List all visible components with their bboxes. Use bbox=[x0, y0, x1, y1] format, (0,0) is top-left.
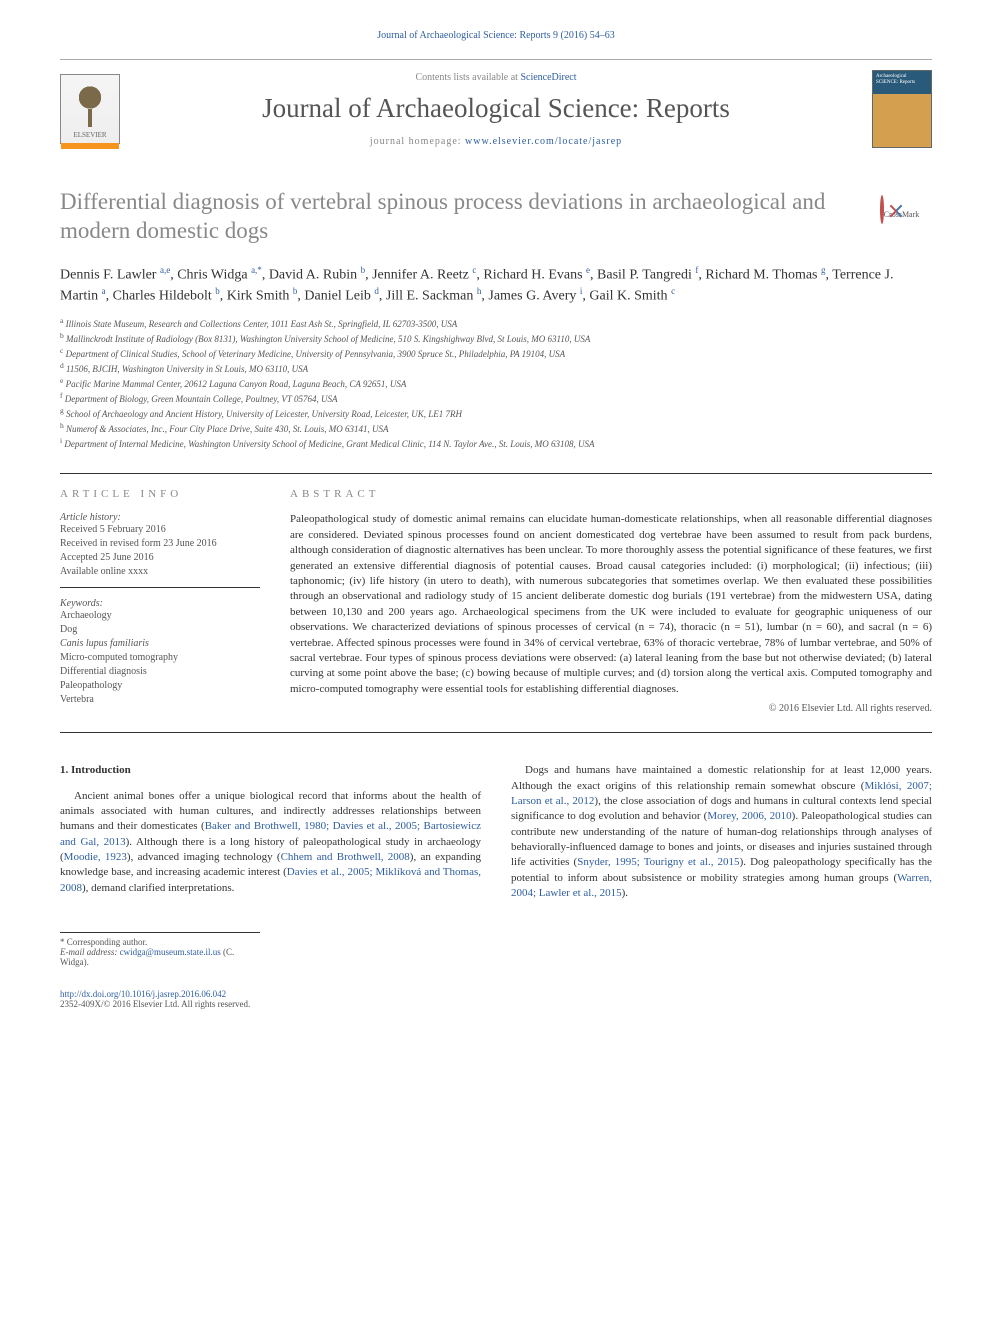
corresponding-footnote: * Corresponding author. E-mail address: … bbox=[60, 932, 260, 967]
sciencedirect-line: Contents lists available at ScienceDirec… bbox=[120, 72, 872, 83]
homepage-link[interactable]: www.elsevier.com/locate/jasrep bbox=[465, 136, 622, 147]
affiliation-item: a Illinois State Museum, Research and Co… bbox=[60, 316, 932, 331]
history-label: Article history: bbox=[60, 512, 260, 523]
keyword-item: Canis lupus familiaris bbox=[60, 637, 260, 651]
history-item: Accepted 25 June 2016 bbox=[60, 551, 260, 565]
intro-para-1: Ancient animal bones offer a unique biol… bbox=[60, 789, 481, 897]
keyword-item: Archaeology bbox=[60, 609, 260, 623]
affiliation-item: e Pacific Marine Mammal Center, 20612 La… bbox=[60, 376, 932, 391]
author-list: Dennis F. Lawler a,e, Chris Widga a,*, D… bbox=[60, 264, 932, 307]
elsevier-logo: ELSEVIER bbox=[60, 74, 120, 144]
doi-link[interactable]: http://dx.doi.org/10.1016/j.jasrep.2016.… bbox=[60, 989, 226, 999]
keyword-item: Vertebra bbox=[60, 693, 260, 707]
abstract-heading: ABSTRACT bbox=[290, 488, 932, 500]
citation-link[interactable]: Snyder, 1995; Tourigny et al., 2015 bbox=[577, 856, 739, 868]
page-footer: http://dx.doi.org/10.1016/j.jasrep.2016.… bbox=[60, 989, 932, 1009]
sciencedirect-link[interactable]: ScienceDirect bbox=[520, 72, 576, 83]
history-item: Received 5 February 2016 bbox=[60, 523, 260, 537]
history-item: Available online xxxx bbox=[60, 565, 260, 579]
intro-para-2: Dogs and humans have maintained a domest… bbox=[511, 763, 932, 902]
affiliation-item: h Numerof & Associates, Inc., Four City … bbox=[60, 421, 932, 436]
keyword-item: Differential diagnosis bbox=[60, 665, 260, 679]
citation-link[interactable]: Morey, 2006, 2010 bbox=[707, 810, 791, 822]
journal-header: ELSEVIER Contents lists available at Sci… bbox=[60, 59, 932, 148]
citation-link[interactable]: Moodie, 1923 bbox=[64, 851, 127, 863]
citation-link[interactable]: Chhem and Brothwell, 2008 bbox=[281, 851, 410, 863]
history-item: Received in revised form 23 June 2016 bbox=[60, 537, 260, 551]
crossmark-icon bbox=[880, 195, 884, 224]
journal-cover-thumb bbox=[872, 70, 932, 148]
abstract-text: Paleopathological study of domestic anim… bbox=[290, 512, 932, 697]
affiliation-item: c Department of Clinical Studies, School… bbox=[60, 346, 932, 361]
keyword-item: Dog bbox=[60, 623, 260, 637]
affiliation-item: i Department of Internal Medicine, Washi… bbox=[60, 436, 932, 451]
keyword-item: Paleopathology bbox=[60, 679, 260, 693]
top-citation[interactable]: Journal of Archaeological Science: Repor… bbox=[60, 30, 932, 41]
keywords-label: Keywords: bbox=[60, 598, 260, 609]
article-title: Differential diagnosis of vertebral spin… bbox=[60, 188, 932, 246]
article-body: 1. Introduction Ancient animal bones off… bbox=[60, 763, 932, 902]
affiliations-list: a Illinois State Museum, Research and Co… bbox=[60, 316, 932, 451]
keyword-item: Micro-computed tomography bbox=[60, 651, 260, 665]
affiliation-item: g School of Archaeology and Ancient Hist… bbox=[60, 406, 932, 421]
article-info-heading: ARTICLE INFO bbox=[60, 488, 260, 500]
homepage-line: journal homepage: www.elsevier.com/locat… bbox=[120, 136, 872, 147]
affiliation-item: f Department of Biology, Green Mountain … bbox=[60, 391, 932, 406]
crossmark-button[interactable]: CrossMark bbox=[867, 196, 932, 238]
affiliation-item: d 11506, BJCIH, Washington University in… bbox=[60, 361, 932, 376]
corresponding-email-link[interactable]: cwidga@museum.state.il.us bbox=[120, 947, 221, 957]
section-heading-intro: 1. Introduction bbox=[60, 763, 481, 778]
abstract-copyright: © 2016 Elsevier Ltd. All rights reserved… bbox=[290, 703, 932, 714]
affiliation-item: b Mallinckrodt Institute of Radiology (B… bbox=[60, 331, 932, 346]
article-info-sidebar: ARTICLE INFO Article history: Received 5… bbox=[60, 488, 260, 714]
journal-name: Journal of Archaeological Science: Repor… bbox=[120, 93, 872, 124]
